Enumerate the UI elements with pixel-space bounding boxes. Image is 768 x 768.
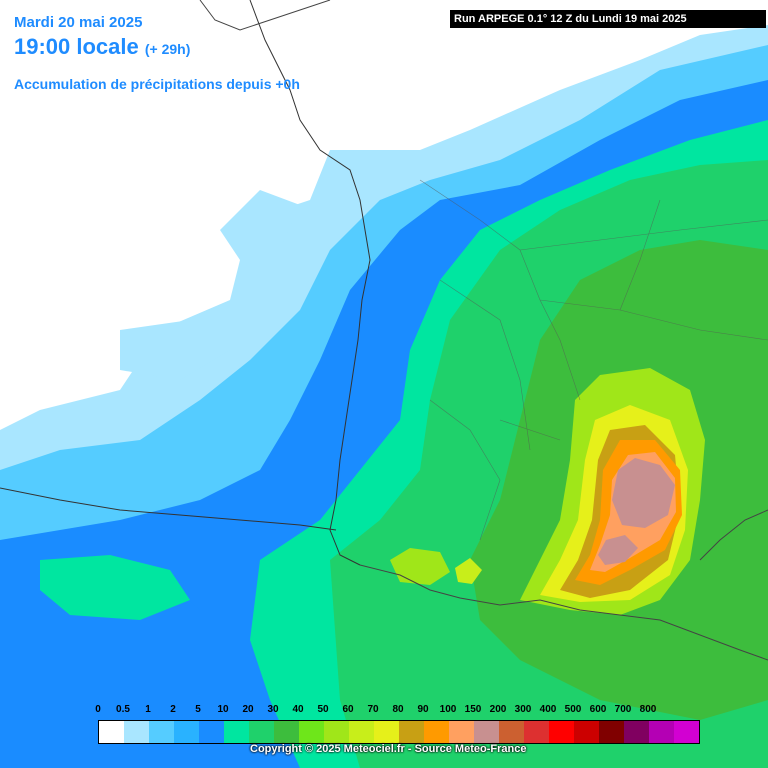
legend-swatch — [649, 721, 674, 743]
legend-swatch — [599, 721, 624, 743]
legend-swatch — [274, 721, 299, 743]
legend-swatch — [524, 721, 549, 743]
model-run-label: Run ARPEGE 0.1° 12 Z du Lundi 19 mai 202… — [450, 10, 766, 28]
legend-value-label: 100 — [439, 704, 457, 715]
legend-value-label: 2 — [170, 704, 176, 715]
pyrenees-border — [359, 564, 768, 661]
legend-value-label: 90 — [417, 704, 429, 715]
legend-value-label: 500 — [564, 704, 582, 715]
forecast-date: Mardi 20 mai 2025 — [14, 14, 143, 31]
legend-value-label: 200 — [489, 704, 507, 715]
legend-value-label: 80 — [392, 704, 404, 715]
legend-swatch — [399, 721, 424, 743]
legend-swatch — [124, 721, 149, 743]
legend-swatch — [199, 721, 224, 743]
legend-swatch — [449, 721, 474, 743]
legend-value-label: 800 — [639, 704, 657, 715]
legend-value-label: 150 — [464, 704, 482, 715]
legend-swatch — [149, 721, 174, 743]
spain-coastline — [0, 487, 337, 531]
forecast-offset: (+ 29h) — [144, 41, 191, 57]
legend-value-label: 20 — [242, 704, 254, 715]
legend-value-label: 0 — [95, 704, 101, 715]
legend-swatch — [249, 721, 274, 743]
legend-swatch — [349, 721, 374, 743]
precip-field-core-2 — [598, 535, 638, 565]
region-borders — [419, 179, 768, 541]
legend-value-label: 0.5 — [116, 704, 130, 715]
precip-field-light-3 — [120, 320, 230, 380]
legend-swatch — [174, 721, 199, 743]
legend-value-label: 400 — [539, 704, 557, 715]
legend-swatch — [374, 721, 399, 743]
precip-field-turquoise-2 — [40, 555, 190, 620]
legend-value-label: 30 — [267, 704, 279, 715]
legend-swatch — [499, 721, 524, 743]
legend-swatch — [99, 721, 124, 743]
map-subtitle: Accumulation de précipitations depuis +0… — [14, 76, 300, 92]
copyright: Copyright © 2025 Meteociel.fr - Source M… — [250, 743, 527, 755]
precip-field-lime-west — [390, 548, 450, 585]
precip-field-light-2 — [220, 190, 300, 260]
precip-field-lime-west-2 — [455, 558, 482, 584]
legend-labels: 0 0.5 1 2 5 10 20 30 40 50 60 70 80 90 100 150 200 300 400… — [95, 704, 678, 718]
legend-value-label: 300 — [514, 704, 532, 715]
legend-swatch — [624, 721, 649, 743]
legend-value-label: 10 — [217, 704, 229, 715]
legend-value-label: 700 — [614, 704, 632, 715]
legend-value-label: 40 — [292, 704, 304, 715]
forecast-time-value: 19:00 locale — [14, 34, 139, 59]
legend-swatch — [474, 721, 499, 743]
legend-swatch — [324, 721, 349, 743]
legend-color-bar — [98, 720, 700, 744]
legend-value-label: 1 — [145, 704, 151, 715]
legend-swatch — [674, 721, 699, 743]
legend-swatch — [424, 721, 449, 743]
england-coast — [199, 0, 331, 31]
legend-value-label: 60 — [342, 704, 354, 715]
legend-value-label: 600 — [589, 704, 607, 715]
legend-value-label: 70 — [367, 704, 379, 715]
legend-swatch — [224, 721, 249, 743]
atlantic-coastline — [249, 0, 371, 566]
legend-swatch — [299, 721, 324, 743]
legend-value-label: 50 — [317, 704, 329, 715]
med-coastline — [699, 509, 768, 561]
forecast-time: 19:00 locale (+ 29h) — [14, 34, 190, 60]
legend-swatch — [549, 721, 574, 743]
legend-value-label: 5 — [195, 704, 201, 715]
precip-field-core — [612, 458, 675, 528]
legend-swatch — [574, 721, 599, 743]
